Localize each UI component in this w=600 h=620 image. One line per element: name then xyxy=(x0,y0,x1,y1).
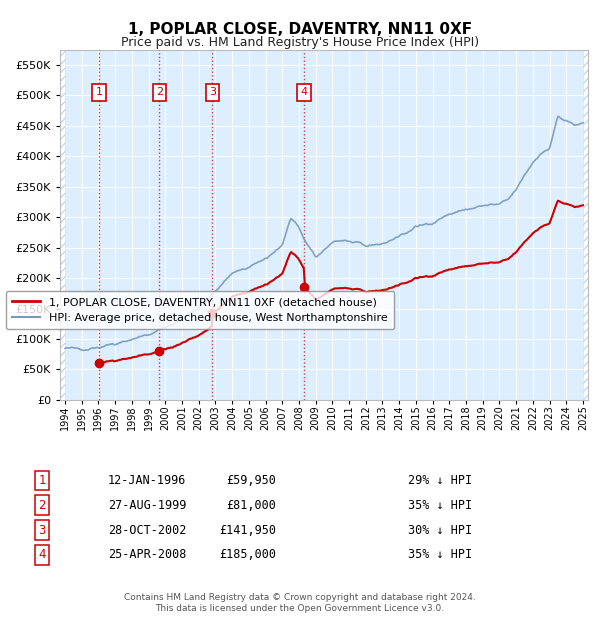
Text: £81,000: £81,000 xyxy=(226,499,276,511)
Text: 28-OCT-2002: 28-OCT-2002 xyxy=(108,524,187,536)
Text: Contains HM Land Registry data © Crown copyright and database right 2024.
This d: Contains HM Land Registry data © Crown c… xyxy=(124,593,476,613)
Text: 27-AUG-1999: 27-AUG-1999 xyxy=(108,499,187,511)
Text: 4: 4 xyxy=(38,549,46,561)
Text: 12-JAN-1996: 12-JAN-1996 xyxy=(108,474,187,487)
Text: 3: 3 xyxy=(209,87,216,97)
Bar xyxy=(583,50,588,400)
Bar xyxy=(583,50,588,400)
Text: 30% ↓ HPI: 30% ↓ HPI xyxy=(408,524,472,536)
Text: 3: 3 xyxy=(38,524,46,536)
Text: 1: 1 xyxy=(38,474,46,487)
Text: £141,950: £141,950 xyxy=(219,524,276,536)
Legend: 1, POPLAR CLOSE, DAVENTRY, NN11 0XF (detached house), HPI: Average price, detach: 1, POPLAR CLOSE, DAVENTRY, NN11 0XF (det… xyxy=(5,291,394,329)
Text: 1, POPLAR CLOSE, DAVENTRY, NN11 0XF: 1, POPLAR CLOSE, DAVENTRY, NN11 0XF xyxy=(128,22,472,37)
Text: 29% ↓ HPI: 29% ↓ HPI xyxy=(408,474,472,487)
Text: 2: 2 xyxy=(38,499,46,511)
Text: 4: 4 xyxy=(301,87,308,97)
Text: Price paid vs. HM Land Registry's House Price Index (HPI): Price paid vs. HM Land Registry's House … xyxy=(121,36,479,49)
Text: 25-APR-2008: 25-APR-2008 xyxy=(108,549,187,561)
Text: 1: 1 xyxy=(95,87,103,97)
Bar xyxy=(60,50,65,400)
Text: 35% ↓ HPI: 35% ↓ HPI xyxy=(408,549,472,561)
Text: 2: 2 xyxy=(156,87,163,97)
Text: £185,000: £185,000 xyxy=(219,549,276,561)
Text: 35% ↓ HPI: 35% ↓ HPI xyxy=(408,499,472,511)
Text: £59,950: £59,950 xyxy=(226,474,276,487)
Bar xyxy=(60,50,65,400)
